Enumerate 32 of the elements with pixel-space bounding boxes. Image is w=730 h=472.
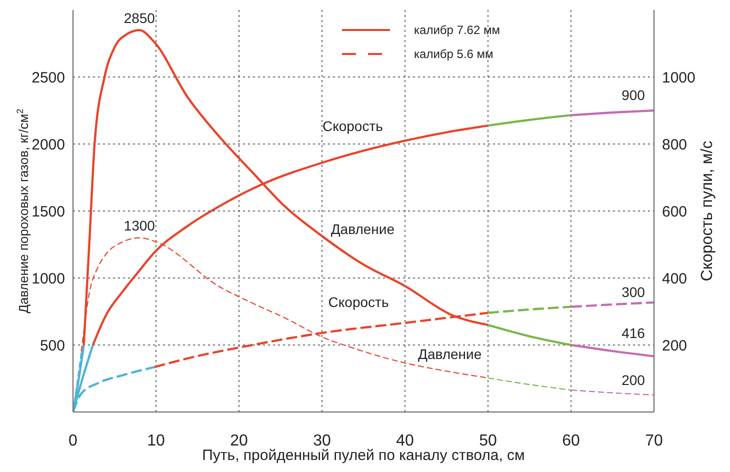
annotation: Скорость	[322, 118, 383, 134]
y-tick-label: 500	[40, 337, 65, 354]
annotation: 900	[622, 86, 646, 103]
annotation: 1300	[124, 218, 156, 234]
legend-label: калибр 7.62 мм	[414, 23, 500, 37]
annotation: 300	[622, 284, 646, 300]
y-tick-label: 2000	[32, 136, 65, 154]
annotation: 200	[622, 372, 646, 388]
y2-tick-label: 600	[662, 203, 688, 220]
y-tick-label: 1500	[32, 203, 65, 220]
y-tick-label: 2500	[32, 69, 65, 86]
x-tick-label: 10	[147, 432, 165, 450]
x-tick-label: 20	[230, 432, 248, 450]
y2-axis-title: Скорость пули, м/с	[699, 140, 716, 282]
x-tick-label: 0	[68, 432, 78, 450]
y-tick-label: 1000	[32, 270, 65, 288]
x-tick-label: 60	[562, 432, 580, 450]
annotation: Скорость	[328, 294, 389, 310]
x-tick-label: 50	[479, 432, 497, 450]
annotation: 2850	[124, 10, 156, 26]
x-tick-label: 70	[645, 432, 663, 450]
y2-tick-label: 400	[662, 270, 688, 288]
annotation: Давление	[418, 346, 482, 362]
x-tick-label: 30	[313, 432, 331, 450]
annotation: Давление	[330, 220, 395, 237]
y2-tick-label: 1000	[662, 69, 696, 86]
y2-tick-label: 800	[662, 136, 688, 154]
legend-label: калибр 5.6 мм	[414, 47, 494, 61]
x-tick-label: 40	[396, 432, 414, 450]
annotation: 416	[622, 324, 646, 341]
x-axis-title: Путь, пройденный пулей по каналу ствола, см	[202, 447, 525, 464]
y2-tick-label: 200	[662, 337, 688, 354]
